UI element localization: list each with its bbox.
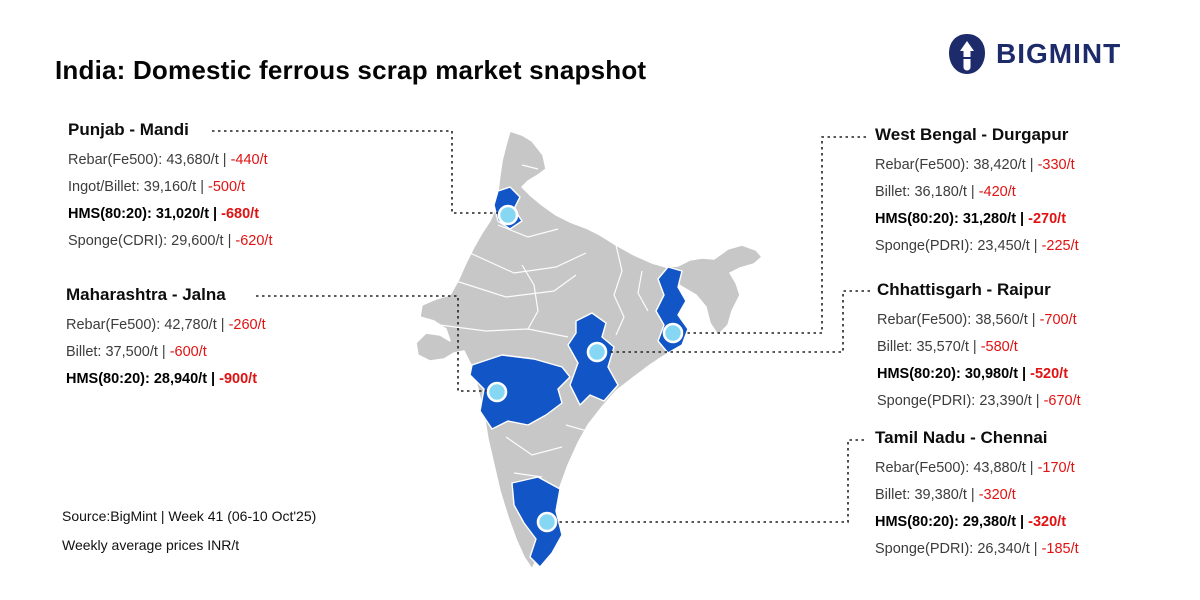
price-label: Billet: 36,180/t |: [875, 184, 975, 200]
price-label: Rebar(Fe500): 42,780/t |: [66, 317, 225, 333]
price-row: Sponge(CDRI): 29,600/t | -620/t: [68, 233, 272, 250]
price-label: Ingot/Billet: 39,160/t |: [68, 179, 204, 195]
price-row: Rebar(Fe500): 43,680/t | -440/t: [68, 152, 272, 169]
price-row: HMS(80:20): 29,380/t | -320/t: [875, 514, 1079, 531]
price-label: Sponge(PDRI): 23,390/t |: [877, 393, 1040, 409]
price-change: -680/t: [221, 206, 260, 222]
price-label: Sponge(PDRI): 23,450/t |: [875, 238, 1038, 254]
price-row: HMS(80:20): 31,280/t | -270/t: [875, 211, 1079, 228]
price-label: Rebar(Fe500): 43,680/t |: [68, 152, 227, 168]
price-label: Billet: 37,500/t |: [66, 344, 166, 360]
price-change: -580/t: [980, 339, 1018, 355]
region-panel-tamil-nadu: Tamil Nadu - Chennai Rebar(Fe500): 43,88…: [875, 428, 1079, 568]
price-change: -260/t: [228, 317, 266, 333]
price-row: Billet: 39,380/t | -320/t: [875, 487, 1079, 504]
price-change: -670/t: [1043, 393, 1081, 409]
price-change: -500/t: [208, 179, 246, 195]
price-change: -440/t: [230, 152, 268, 168]
price-label: HMS(80:20): 29,380/t |: [875, 514, 1025, 530]
price-row: Sponge(PDRI): 26,340/t | -185/t: [875, 541, 1079, 558]
price-change: -185/t: [1041, 541, 1079, 557]
price-change: -520/t: [1030, 366, 1069, 382]
price-change: -320/t: [978, 487, 1016, 503]
price-row: Sponge(PDRI): 23,450/t | -225/t: [875, 238, 1079, 255]
region-panel-maharashtra: Maharashtra - Jalna Rebar(Fe500): 42,780…: [66, 285, 266, 398]
price-unit-note: Weekly average prices INR/t: [62, 537, 240, 553]
price-row: HMS(80:20): 30,980/t | -520/t: [877, 366, 1081, 383]
price-change: -330/t: [1037, 157, 1075, 173]
region-panel-punjab: Punjab - Mandi Rebar(Fe500): 43,680/t | …: [68, 120, 272, 260]
price-label: Rebar(Fe500): 43,880/t |: [875, 460, 1034, 476]
price-label: Rebar(Fe500): 38,560/t |: [877, 312, 1036, 328]
price-change: -320/t: [1028, 514, 1067, 530]
price-change: -420/t: [978, 184, 1016, 200]
price-row: Rebar(Fe500): 38,560/t | -700/t: [877, 312, 1081, 329]
price-change: -600/t: [169, 344, 207, 360]
region-title: Punjab - Mandi: [68, 120, 189, 139]
price-label: Sponge(CDRI): 29,600/t |: [68, 233, 232, 249]
price-change: -700/t: [1039, 312, 1077, 328]
price-row: Billet: 36,180/t | -420/t: [875, 184, 1079, 201]
region-title: Maharashtra - Jalna: [66, 285, 226, 304]
price-row: Rebar(Fe500): 43,880/t | -170/t: [875, 460, 1079, 477]
page-title: India: Domestic ferrous scrap market sna…: [55, 55, 647, 85]
region-title: Chhattisgarh - Raipur: [877, 280, 1051, 299]
price-label: HMS(80:20): 30,980/t |: [877, 366, 1027, 382]
price-row: Rebar(Fe500): 42,780/t | -260/t: [66, 317, 266, 334]
india-map: [415, 130, 763, 570]
region-panel-chhattisgarh: Chhattisgarh - Raipur Rebar(Fe500): 38,5…: [877, 280, 1081, 420]
price-change: -900/t: [219, 371, 258, 387]
bigmint-logo: BIGMINT: [947, 33, 1121, 75]
price-row: Billet: 35,570/t | -580/t: [877, 339, 1081, 356]
price-change: -270/t: [1028, 211, 1067, 227]
price-label: HMS(80:20): 31,020/t |: [68, 206, 218, 222]
price-row: HMS(80:20): 28,940/t | -900/t: [66, 371, 266, 388]
price-change: -225/t: [1041, 238, 1079, 254]
price-row: Sponge(PDRI): 23,390/t | -670/t: [877, 393, 1081, 410]
region-title: West Bengal - Durgapur: [875, 125, 1069, 144]
state-maharashtra-highlight: [469, 354, 571, 430]
price-change: -620/t: [235, 233, 273, 249]
price-row: Ingot/Billet: 39,160/t | -500/t: [68, 179, 272, 196]
region-title: Tamil Nadu - Chennai: [875, 428, 1048, 447]
price-label: Rebar(Fe500): 38,420/t |: [875, 157, 1034, 173]
footer: Source:BigMint | Week 41 (06-10 Oct'25) …: [62, 508, 316, 566]
price-row: Billet: 37,500/t | -600/t: [66, 344, 266, 361]
price-label: HMS(80:20): 31,280/t |: [875, 211, 1025, 227]
price-label: Billet: 39,380/t |: [875, 487, 975, 503]
price-row: Rebar(Fe500): 38,420/t | -330/t: [875, 157, 1079, 174]
brand-name: BIGMINT: [996, 38, 1122, 69]
price-change: -170/t: [1037, 460, 1075, 476]
bigmint-logo-icon: [949, 34, 985, 74]
price-label: Billet: 35,570/t |: [877, 339, 977, 355]
price-label: Sponge(PDRI): 26,340/t |: [875, 541, 1038, 557]
price-label: HMS(80:20): 28,940/t |: [66, 371, 216, 387]
source-note: Source:BigMint | Week 41 (06-10 Oct'25): [62, 508, 317, 524]
region-panel-west-bengal: West Bengal - Durgapur Rebar(Fe500): 38,…: [875, 125, 1079, 265]
price-row: HMS(80:20): 31,020/t | -680/t: [68, 206, 272, 223]
